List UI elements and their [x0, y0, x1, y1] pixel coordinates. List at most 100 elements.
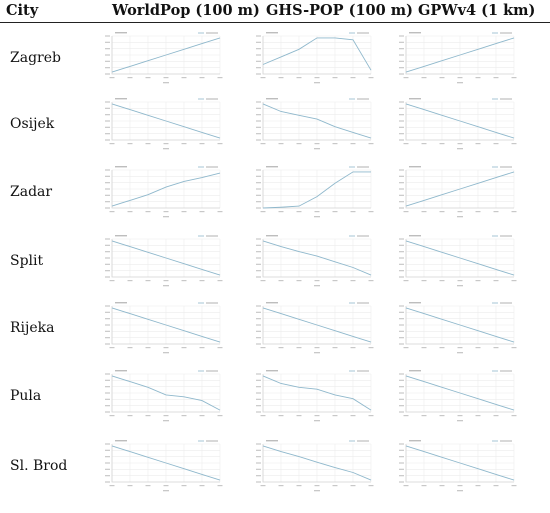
x-tick-label [421, 280, 427, 282]
y-tick-label [105, 73, 110, 75]
series-line [111, 37, 221, 73]
x-axis-label-mark [163, 82, 169, 84]
series-line [262, 171, 371, 209]
y-tick-label [105, 107, 110, 109]
y-tick-label [105, 182, 110, 184]
y-tick-label [105, 263, 110, 265]
panel-title-mark [115, 302, 127, 304]
y-tick-label [105, 462, 110, 464]
legend-label-mark [206, 166, 218, 168]
x-tick-label [350, 77, 356, 79]
x-tick-label [439, 415, 445, 417]
y-tick-label [105, 337, 110, 339]
y-tick-label [256, 337, 261, 339]
y-tick-label [399, 257, 404, 259]
x-tick-label [109, 280, 115, 282]
x-tick-label [145, 347, 151, 349]
x-tick-label [493, 77, 499, 79]
y-tick-label [399, 182, 404, 184]
y-tick-label [105, 468, 110, 470]
x-axis-label-mark [457, 352, 463, 354]
mini-chart-pula-1 [105, 370, 223, 422]
axis-lines [111, 102, 220, 141]
legend-label-mark [500, 98, 512, 100]
y-tick-label [399, 468, 404, 470]
x-tick-label [145, 280, 151, 282]
x-tick-label [163, 347, 169, 349]
series-line [111, 307, 221, 343]
header-divider [0, 22, 550, 23]
x-tick-label [350, 485, 356, 487]
x-tick-label [260, 77, 266, 79]
legend-label-mark [500, 235, 512, 237]
x-tick-label [511, 415, 517, 417]
x-tick-label [217, 143, 223, 145]
series-line [262, 240, 372, 276]
x-axis-label-mark [314, 420, 320, 422]
mini-chart-sl-brod-2 [256, 440, 374, 492]
y-tick-label [105, 257, 110, 259]
y-tick-label [399, 126, 404, 128]
legend-label-mark [500, 440, 512, 442]
x-tick-label [127, 280, 133, 282]
y-tick-label [256, 324, 261, 326]
y-tick-label [256, 207, 261, 209]
y-tick-label [105, 201, 110, 203]
series-line [405, 171, 515, 207]
x-tick-label [296, 485, 302, 487]
x-tick-label [181, 211, 187, 213]
x-tick-label [217, 211, 223, 213]
axis-lines [262, 306, 371, 345]
y-tick-label [256, 175, 261, 177]
x-tick-label [314, 280, 320, 282]
legend-label-mark [357, 440, 369, 442]
y-tick-label [105, 318, 110, 320]
series-line [405, 375, 515, 411]
panel-title-mark [409, 302, 421, 304]
y-tick-label [399, 201, 404, 203]
x-tick-label [127, 77, 133, 79]
x-tick-label [109, 347, 115, 349]
mini-chart-pula-2 [256, 370, 374, 422]
mini-chart-osijek-2 [256, 98, 374, 150]
x-tick-label [278, 415, 284, 417]
axis-lines [111, 306, 220, 345]
x-axis-label-mark [457, 420, 463, 422]
axis-lines [405, 306, 514, 345]
y-tick-label [105, 114, 110, 116]
mini-chart-sl-brod-1 [105, 440, 223, 492]
y-tick-label [399, 60, 404, 62]
panel-title-mark [409, 370, 421, 372]
x-tick-label [296, 415, 302, 417]
y-tick-label [105, 139, 110, 141]
y-tick-label [256, 311, 261, 313]
x-tick-label [260, 280, 266, 282]
x-tick-label [403, 77, 409, 79]
y-tick-label [105, 270, 110, 272]
y-tick-label [256, 257, 261, 259]
y-tick-label [399, 392, 404, 394]
x-tick-label [217, 347, 223, 349]
x-tick-label [181, 143, 187, 145]
panel-title-mark [409, 98, 421, 100]
x-tick-label [403, 485, 409, 487]
y-tick-label [256, 54, 261, 56]
y-tick-label [105, 41, 110, 43]
y-tick-label [256, 276, 261, 278]
x-tick-label [296, 77, 302, 79]
x-tick-label [511, 485, 517, 487]
x-tick-label [439, 485, 445, 487]
y-tick-label [256, 67, 261, 69]
legend-label-mark [500, 32, 512, 34]
x-tick-label [332, 485, 338, 487]
x-tick-label [457, 280, 463, 282]
x-tick-label [403, 280, 409, 282]
y-tick-label [399, 405, 404, 407]
x-tick-label [199, 485, 205, 487]
y-tick-label [105, 35, 110, 37]
axis-lines [405, 170, 514, 209]
x-tick-label [493, 485, 499, 487]
legend-label-mark [206, 32, 218, 34]
x-tick-label [278, 280, 284, 282]
axis-lines [111, 36, 220, 75]
